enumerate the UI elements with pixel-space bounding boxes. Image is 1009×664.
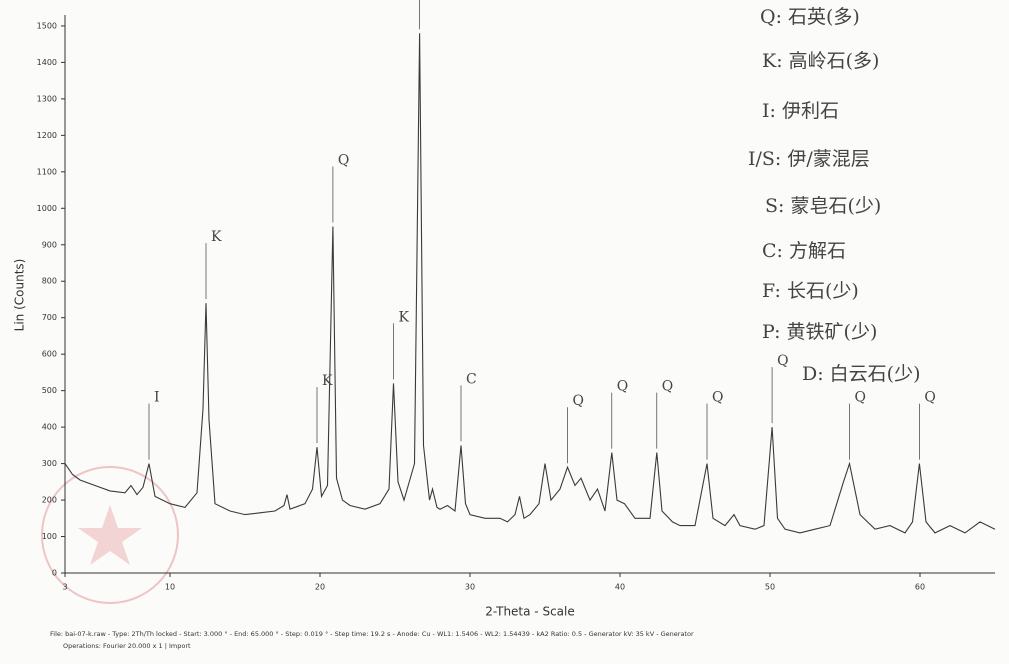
legend-note: D: 白云石(少) (802, 363, 921, 385)
y-tick-label: 1400 (37, 58, 57, 67)
legend-note: P: 黄铁矿(少) (762, 321, 877, 343)
legend-note: I: 伊利石 (762, 100, 839, 122)
peak-label: Q (924, 390, 935, 406)
x-axis-title: 2-Theta - Scale (485, 605, 574, 619)
x-tick-label: 10 (165, 583, 175, 592)
peak-label: Q (662, 379, 673, 395)
y-tick-label: 1300 (37, 94, 57, 103)
y-tick-label: 0 (52, 569, 57, 578)
peak-label: C (466, 371, 477, 387)
peak-label: I (154, 390, 160, 406)
x-tick-label: 20 (315, 583, 325, 592)
peak-label: Q (617, 379, 628, 395)
peak-label: Q (712, 390, 723, 406)
footer: File: bai-07-k.raw - Type: 2Th/Th locked… (50, 630, 694, 638)
y-tick-label: 600 (42, 350, 57, 359)
legend-note: F: 长石(少) (762, 280, 859, 302)
chart: Lin (Counts) 2-Theta - Scale File: bai-0… (0, 0, 1009, 664)
y-tick-label: 700 (42, 313, 57, 322)
y-tick-label: 500 (42, 386, 57, 395)
peak-label: Q (338, 153, 349, 169)
legend-note: Q: 石英(多) (760, 6, 860, 28)
y-tick-label: 400 (42, 423, 57, 432)
peak-label: Q (855, 390, 866, 406)
x-tick-label: 3 (62, 583, 67, 592)
peak-label: Q (573, 393, 584, 409)
y-tick-label: 1000 (37, 204, 57, 213)
legend-note: S: 蒙皂石(少) (765, 195, 881, 217)
footer: Operations: Fourier 20.000 x 1 | Import (63, 642, 191, 650)
y-tick-label: 900 (42, 240, 57, 249)
peak-label: K (211, 229, 222, 245)
y-tick-label: 1200 (37, 131, 57, 140)
y-tick-label: 100 (42, 532, 57, 541)
y-axis-title: Lin (Counts) (13, 259, 27, 332)
peak-label: K (399, 309, 410, 325)
y-tick-label: 1100 (37, 167, 57, 176)
legend-note: C: 方解石 (762, 240, 846, 262)
stamp-star (78, 505, 142, 565)
x-tick-label: 50 (765, 583, 775, 592)
y-tick-label: 1500 (37, 21, 57, 30)
peak-label: K (322, 373, 333, 389)
legend-note: K: 高岭石(多) (762, 50, 879, 72)
peak-label: Q (777, 353, 788, 369)
legend-note: I/S: 伊/蒙混层 (748, 148, 870, 170)
x-tick-label: 60 (915, 583, 925, 592)
x-tick-label: 30 (465, 583, 475, 592)
y-tick-label: 300 (42, 459, 57, 468)
y-tick-label: 200 (42, 496, 57, 505)
x-tick-label: 40 (615, 583, 625, 592)
y-tick-label: 800 (42, 277, 57, 286)
